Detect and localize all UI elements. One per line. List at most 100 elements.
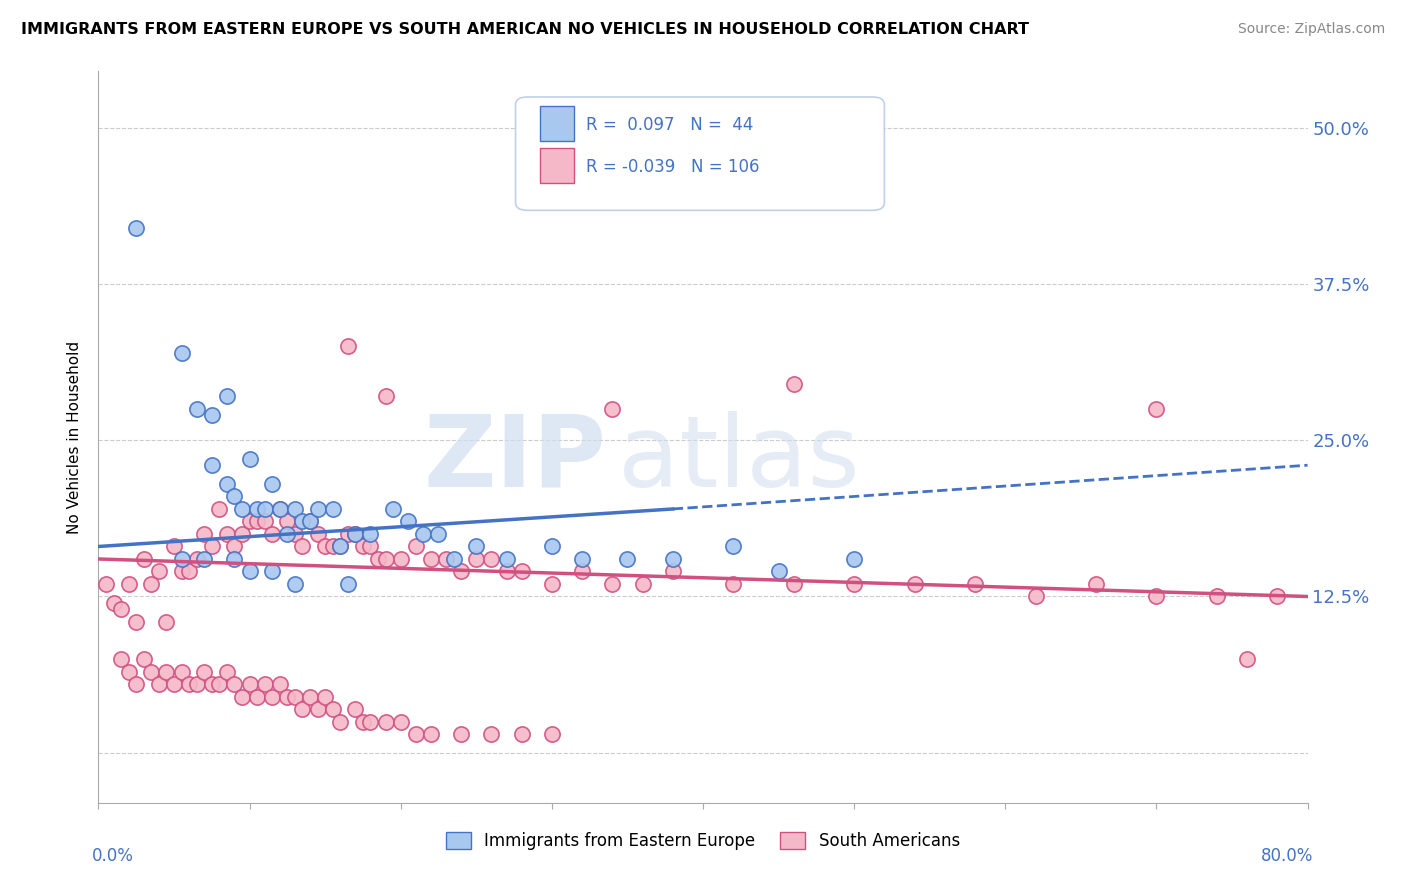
- FancyBboxPatch shape: [540, 106, 574, 141]
- Point: [336, 527, 359, 541]
- Point: [768, 565, 790, 579]
- Point: [110, 602, 132, 616]
- Point: [465, 540, 488, 554]
- Point: [186, 401, 208, 416]
- Point: [307, 527, 329, 541]
- Point: [420, 727, 443, 741]
- Point: [571, 565, 593, 579]
- Point: [965, 577, 987, 591]
- Point: [1236, 652, 1258, 666]
- Point: [262, 690, 284, 704]
- Point: [314, 690, 336, 704]
- Point: [269, 677, 291, 691]
- Point: [170, 552, 193, 566]
- Point: [374, 714, 396, 729]
- Point: [374, 389, 396, 403]
- Point: [170, 665, 193, 679]
- Point: [420, 552, 443, 566]
- Point: [253, 502, 276, 516]
- Y-axis label: No Vehicles in Household: No Vehicles in Household: [67, 341, 83, 533]
- Point: [284, 577, 307, 591]
- Text: 0.0%: 0.0%: [93, 847, 134, 864]
- Point: [269, 502, 291, 516]
- Point: [125, 677, 148, 691]
- Point: [201, 408, 224, 422]
- Point: [231, 527, 253, 541]
- Point: [215, 665, 238, 679]
- Point: [246, 690, 269, 704]
- Point: [215, 527, 238, 541]
- Point: [344, 702, 367, 716]
- Point: [208, 677, 231, 691]
- Point: [344, 527, 367, 541]
- Point: [571, 552, 593, 566]
- Point: [1144, 590, 1167, 604]
- Point: [510, 565, 533, 579]
- Point: [396, 515, 419, 529]
- Point: [631, 577, 654, 591]
- Point: [427, 527, 450, 541]
- Point: [329, 540, 352, 554]
- Point: [262, 527, 284, 541]
- Point: [148, 565, 170, 579]
- Point: [1206, 590, 1229, 604]
- Point: [239, 452, 262, 467]
- Point: [1024, 590, 1046, 604]
- Point: [276, 515, 298, 529]
- Point: [224, 677, 246, 691]
- Point: [253, 515, 276, 529]
- Point: [299, 690, 322, 704]
- Point: [405, 540, 427, 554]
- Point: [1085, 577, 1108, 591]
- Point: [284, 502, 307, 516]
- Point: [329, 540, 352, 554]
- Point: [405, 727, 427, 741]
- Point: [284, 527, 307, 541]
- Point: [224, 540, 246, 554]
- Point: [132, 552, 155, 566]
- Point: [374, 552, 396, 566]
- Point: [616, 552, 638, 566]
- Text: atlas: atlas: [619, 410, 860, 508]
- Point: [224, 490, 246, 504]
- Point: [481, 552, 503, 566]
- Point: [322, 702, 344, 716]
- Point: [179, 565, 201, 579]
- Point: [783, 376, 806, 391]
- Text: R = -0.039   N = 106: R = -0.039 N = 106: [586, 159, 759, 177]
- Point: [360, 527, 382, 541]
- Point: [276, 690, 298, 704]
- Point: [141, 577, 163, 591]
- Point: [314, 540, 336, 554]
- Point: [336, 577, 359, 591]
- Point: [193, 552, 215, 566]
- Point: [1144, 401, 1167, 416]
- Point: [201, 458, 224, 473]
- Point: [367, 552, 389, 566]
- Point: [540, 540, 562, 554]
- Point: [661, 552, 683, 566]
- Point: [783, 577, 806, 591]
- Point: [94, 577, 117, 591]
- Point: [291, 702, 314, 716]
- Point: [276, 527, 298, 541]
- Point: [322, 540, 344, 554]
- Point: [208, 502, 231, 516]
- Point: [329, 714, 352, 729]
- Point: [360, 714, 382, 729]
- Point: [481, 727, 503, 741]
- Text: R =  0.097   N =  44: R = 0.097 N = 44: [586, 116, 754, 134]
- Point: [155, 615, 177, 629]
- Point: [412, 527, 434, 541]
- Point: [510, 727, 533, 741]
- Point: [291, 515, 314, 529]
- Point: [231, 502, 253, 516]
- Point: [262, 477, 284, 491]
- Point: [540, 577, 562, 591]
- Point: [450, 565, 472, 579]
- Point: [602, 577, 624, 591]
- Point: [291, 540, 314, 554]
- Point: [495, 552, 517, 566]
- Text: IMMIGRANTS FROM EASTERN EUROPE VS SOUTH AMERICAN NO VEHICLES IN HOUSEHOLD CORREL: IMMIGRANTS FROM EASTERN EUROPE VS SOUTH …: [21, 22, 1029, 37]
- Point: [336, 339, 359, 353]
